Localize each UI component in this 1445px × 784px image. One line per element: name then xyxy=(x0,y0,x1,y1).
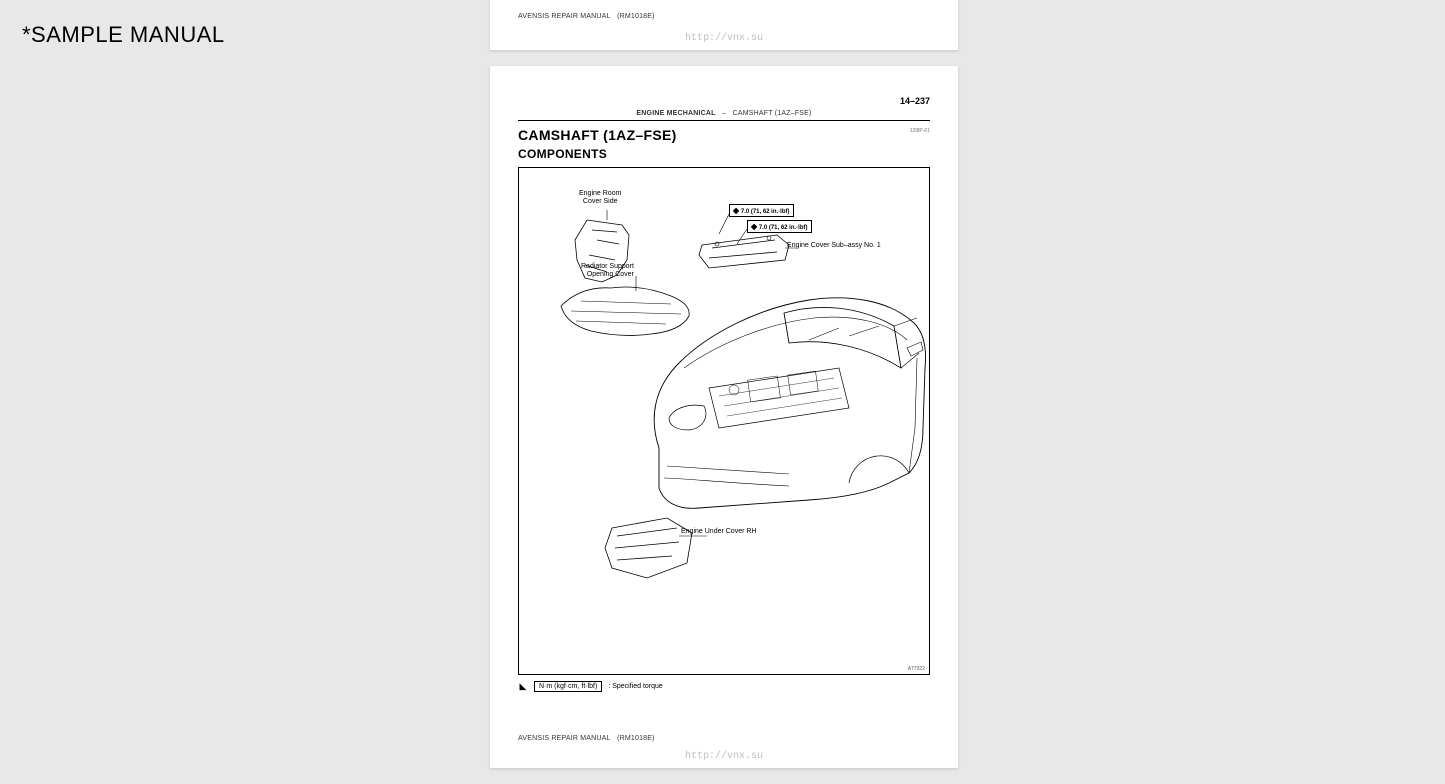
legend-desc: : Specified torque xyxy=(608,683,662,690)
arrow-icon: ◣ xyxy=(518,682,528,692)
breadcrumb-sep: – xyxy=(722,110,726,117)
manual-code: (RM1018E) xyxy=(617,13,655,20)
components-diagram: Engine RoomCover Side Radiator SupportOp… xyxy=(518,167,930,675)
footer-text: AVENSIS REPAIR MANUAL (RM1018E) xyxy=(518,735,655,742)
breadcrumb-section: ENGINE MECHANICAL xyxy=(636,110,715,117)
breadcrumb: ENGINE MECHANICAL – CAMSHAFT (1AZ–FSE) xyxy=(518,110,930,117)
manual-title: AVENSIS REPAIR MANUAL xyxy=(518,735,611,742)
sample-watermark: *SAMPLE MANUAL xyxy=(22,22,225,48)
label-engine-cover-sub: Engine Cover Sub–assy No. 1 xyxy=(787,242,881,250)
manual-title: AVENSIS REPAIR MANUAL xyxy=(518,13,611,20)
manual-code: (RM1018E) xyxy=(617,735,655,742)
title-code: 12I8P-01 xyxy=(910,128,930,134)
part-engine-under-cover xyxy=(597,508,707,588)
legend-box: N·m (kgf·cm, ft·lbf) xyxy=(534,681,602,692)
previous-page-strip: AVENSIS REPAIR MANUAL (RM1018E) http://v… xyxy=(490,0,958,50)
diagram-ref-code: A77322 xyxy=(908,666,925,672)
footer-text: AVENSIS REPAIR MANUAL (RM1018E) xyxy=(518,13,655,20)
legend-row: ◣ N·m (kgf·cm, ft·lbf) : Specified torqu… xyxy=(518,681,930,692)
manual-page: 14–237 ENGINE MECHANICAL – CAMSHAFT (1AZ… xyxy=(490,66,958,768)
part-engine-cover-sub xyxy=(697,230,797,270)
page-title: CAMSHAFT (1AZ–FSE) xyxy=(518,127,930,143)
page-stack: AVENSIS REPAIR MANUAL (RM1018E) http://v… xyxy=(490,0,958,784)
page-subtitle: COMPONENTS xyxy=(518,147,930,161)
car-body-outline xyxy=(639,278,929,538)
footer-url: http://vnx.su xyxy=(490,33,958,44)
page-number: 14–237 xyxy=(518,96,930,106)
header-rule xyxy=(518,120,930,121)
footer-url: http://vnx.su xyxy=(490,751,958,762)
label-engine-room-cover-side: Engine RoomCover Side xyxy=(579,190,621,206)
breadcrumb-topic: CAMSHAFT (1AZ–FSE) xyxy=(733,110,812,117)
